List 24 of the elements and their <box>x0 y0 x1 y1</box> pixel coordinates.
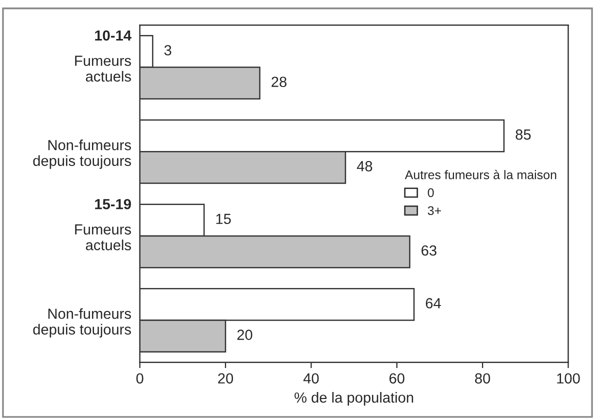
data-label: 63 <box>422 245 436 256</box>
legend-label: 3+ <box>428 206 441 216</box>
x-axis-title: % de la population <box>294 392 414 406</box>
y-tick-label: Fumeurs actuels <box>75 224 131 250</box>
y-tick-label: Fumeurs actuels <box>75 56 131 82</box>
x-tick-label: 40 <box>303 373 319 384</box>
legend-title: Autres fumeurs à la maison <box>404 170 556 180</box>
data-label: 48 <box>356 161 372 172</box>
text: 10-14 <box>95 30 132 41</box>
x-tick-label: 0 <box>136 373 144 384</box>
x-tick-label: 100 <box>557 373 580 384</box>
data-label: 28 <box>272 76 286 88</box>
y-tick-label: Non-fumeurs depuis toujours <box>33 308 131 338</box>
x-tick-label: 80 <box>475 373 490 384</box>
data-label: 85 <box>516 129 531 140</box>
x-tick-label: 60 <box>389 373 404 384</box>
y-tick-label: Non-fumeurs depuis toujours <box>33 140 131 169</box>
x-tick-label: 20 <box>218 373 234 384</box>
data-label: 20 <box>237 330 252 340</box>
text: 15-19 <box>95 198 131 210</box>
data-label: 64 <box>426 298 441 308</box>
data-label: 3 <box>164 45 172 56</box>
data-label: 15 <box>216 214 231 224</box>
legend-label: 0 <box>428 188 434 198</box>
